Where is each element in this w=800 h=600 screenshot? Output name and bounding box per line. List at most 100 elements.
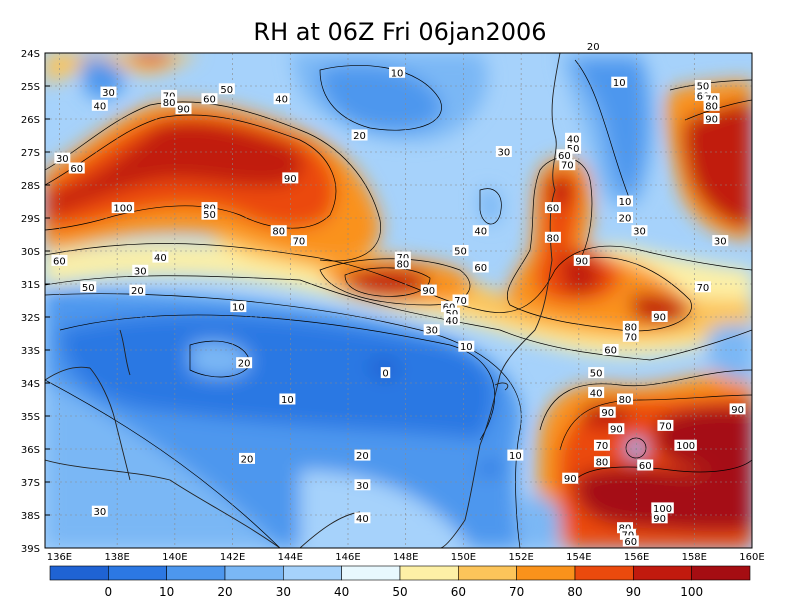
y-tick-label: 35S — [21, 412, 40, 423]
svg-text:20: 20 — [131, 286, 144, 297]
contour-label: 90 — [608, 423, 625, 436]
contour-label: 90 — [703, 113, 720, 126]
svg-text:30: 30 — [356, 481, 369, 492]
contour-label: 90 — [651, 311, 668, 324]
contour-label: 10 — [617, 195, 634, 208]
svg-text:50: 50 — [697, 82, 710, 93]
contour-label: 10 — [230, 301, 247, 314]
contour-label: 40 — [443, 314, 460, 327]
contour-label: 40 — [152, 251, 169, 264]
x-tick-label: 142E — [220, 552, 245, 563]
svg-text:80: 80 — [705, 101, 718, 112]
svg-text:50: 50 — [454, 247, 467, 258]
svg-text:10: 10 — [281, 395, 294, 406]
colorbar-swatch — [516, 565, 576, 581]
y-tick-label: 38S — [21, 511, 40, 522]
svg-text:30: 30 — [633, 227, 646, 238]
svg-text:90: 90 — [575, 256, 588, 267]
contour-label: 10 — [458, 340, 475, 353]
contour-label: 40 — [472, 225, 489, 238]
contour-label: 30 — [712, 235, 729, 248]
contour-label: 90 — [651, 512, 668, 525]
svg-text:30: 30 — [714, 237, 727, 248]
svg-text:70: 70 — [293, 237, 306, 248]
svg-text:80: 80 — [596, 458, 609, 469]
svg-text:80: 80 — [396, 260, 409, 271]
contour-label: 80 — [161, 96, 178, 109]
contour-label: 60 — [472, 261, 489, 274]
contour-label: 10 — [611, 76, 628, 89]
svg-text:70: 70 — [454, 296, 467, 307]
contour-label: 40 — [565, 132, 582, 145]
contour-label: 30 — [132, 264, 149, 277]
contour-label: 60 — [51, 254, 68, 267]
svg-text:20: 20 — [241, 454, 254, 465]
svg-text:60: 60 — [53, 256, 66, 267]
svg-text:40: 40 — [567, 134, 580, 145]
contour-label: 90 — [562, 472, 579, 485]
contour-label: 30 — [423, 324, 440, 337]
svg-text:100: 100 — [653, 504, 672, 515]
svg-text:60: 60 — [203, 95, 216, 106]
svg-text:40: 40 — [356, 514, 369, 525]
contour-label: 80 — [544, 231, 561, 244]
svg-text:60: 60 — [70, 164, 83, 175]
y-tick-label: 25S — [21, 82, 40, 93]
colorbar-swatch — [166, 565, 226, 581]
contour-label: 90 — [599, 406, 616, 419]
contour-label: 30 — [91, 505, 108, 518]
colorbar-swatch — [341, 565, 401, 581]
x-tick-label: 144E — [278, 552, 303, 563]
svg-text:60: 60 — [624, 537, 637, 548]
contour-label: 60 — [694, 89, 711, 102]
colorbar-swatch — [633, 565, 692, 581]
svg-text:90: 90 — [731, 405, 744, 416]
svg-text:100: 100 — [676, 441, 695, 452]
contour-label: 60 — [602, 344, 619, 357]
colorbar-tick-label: 90 — [626, 585, 641, 599]
svg-text:30: 30 — [56, 154, 69, 165]
y-tick-label: 31S — [21, 280, 40, 291]
svg-text:20: 20 — [238, 359, 251, 370]
contour-label: 70 — [593, 439, 610, 452]
colorbar-tick-label: 0 — [105, 585, 113, 599]
svg-text:70: 70 — [624, 332, 637, 343]
contour-label: 60 — [544, 202, 561, 215]
svg-text:40: 40 — [590, 388, 603, 399]
svg-text:80: 80 — [547, 233, 560, 244]
svg-text:60: 60 — [604, 346, 617, 357]
contour-label: 30 — [54, 152, 71, 165]
contour-label: 30 — [100, 86, 117, 99]
contour-lines — [45, 59, 752, 548]
contour-label: 40 — [273, 93, 290, 106]
y-axis: 24S 25S 26S 27S 28S 29S 30S 31S 32S 33S 34S 35S 36S 3… — [21, 49, 50, 555]
colorbar-tick-label: 70 — [509, 585, 524, 599]
svg-text:90: 90 — [601, 408, 614, 419]
contour-label: 90 — [573, 254, 590, 267]
svg-text:50: 50 — [567, 144, 580, 155]
svg-text:30: 30 — [134, 266, 147, 277]
contour-label: 90 — [282, 172, 299, 185]
svg-text:90: 90 — [653, 313, 666, 324]
colorbar-swatch — [108, 565, 167, 581]
svg-text:80: 80 — [624, 322, 637, 333]
contour-label: 50 — [80, 281, 97, 294]
contour-label: 30 — [354, 479, 371, 492]
contour-label: 60 — [622, 535, 639, 548]
svg-text:60: 60 — [547, 204, 560, 215]
y-tick-label: 34S — [21, 379, 40, 390]
svg-text:0: 0 — [382, 369, 388, 380]
contour-label: 20 — [585, 40, 602, 53]
contour-label: 90 — [729, 403, 746, 416]
contour-label: 0 — [380, 367, 391, 380]
y-tick-label: 36S — [21, 445, 40, 456]
colorbar: 0 10 20 30 40 50 60 70 80 90 100 — [49, 565, 751, 599]
contour-label: 60 — [68, 162, 85, 175]
svg-text:40: 40 — [275, 95, 288, 106]
x-tick-label: 152E — [508, 552, 533, 563]
contour-label: 20 — [354, 449, 371, 462]
x-tick-label: 146E — [335, 552, 360, 563]
svg-text:10: 10 — [391, 68, 404, 79]
svg-text:60: 60 — [474, 263, 487, 274]
colorbar-tick-label: 60 — [451, 585, 466, 599]
